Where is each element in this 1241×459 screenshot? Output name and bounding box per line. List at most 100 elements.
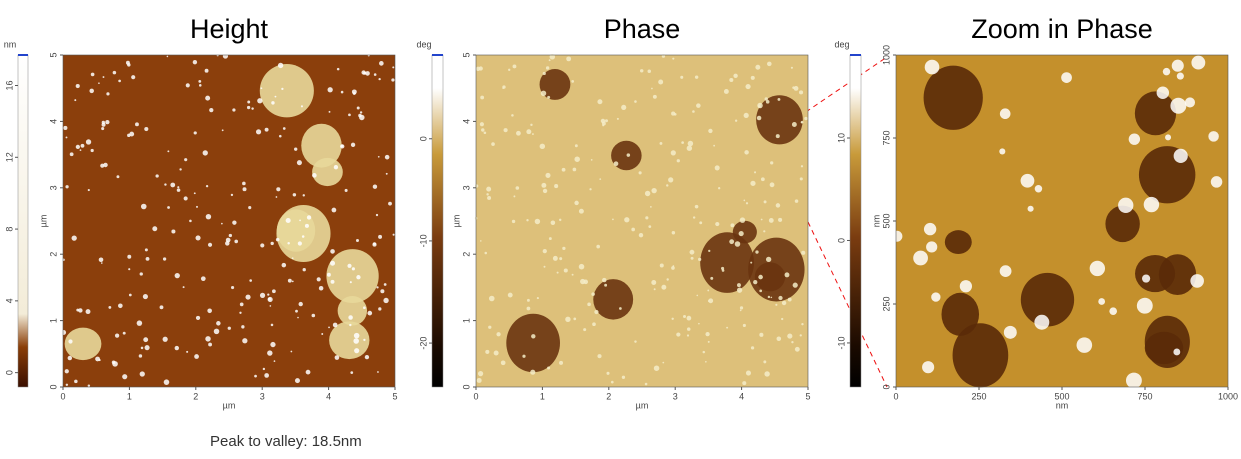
particle	[361, 70, 366, 75]
footnote: Peak to valley: 18.5nm	[210, 433, 362, 450]
particle	[645, 216, 649, 220]
particle	[692, 216, 696, 219]
particle	[138, 354, 143, 358]
particle	[383, 297, 389, 304]
particle	[80, 143, 85, 148]
particle	[271, 101, 275, 105]
particle	[571, 80, 575, 83]
particle	[392, 233, 395, 236]
particle	[127, 254, 132, 259]
particle	[743, 199, 746, 202]
particle	[515, 186, 520, 190]
particle	[729, 77, 734, 83]
domain-blob	[732, 220, 757, 244]
particle	[638, 232, 644, 238]
particle	[562, 246, 566, 250]
particle	[676, 159, 680, 163]
particle	[193, 192, 196, 195]
particle	[65, 185, 69, 189]
x-tick-label: 0	[893, 391, 898, 401]
particle	[143, 337, 149, 343]
particle	[794, 346, 800, 352]
particle	[653, 365, 660, 371]
particle	[891, 230, 903, 242]
particle	[556, 271, 559, 274]
particle	[959, 280, 972, 293]
particle	[530, 123, 533, 127]
colorbar-tick-label: 10	[836, 133, 846, 143]
particle	[68, 339, 73, 344]
particle	[516, 130, 521, 136]
image-frame	[475, 54, 809, 388]
particle	[599, 178, 602, 180]
domain-blob	[1158, 254, 1197, 296]
colorbar-tick-label: 8	[4, 227, 14, 232]
panel-title: Height	[190, 14, 269, 44]
particle	[85, 139, 92, 145]
particle	[275, 237, 280, 242]
particle	[207, 242, 213, 247]
particle	[547, 366, 551, 370]
particle	[159, 305, 164, 310]
particle	[666, 184, 669, 187]
particle	[1190, 274, 1204, 288]
particle	[108, 305, 112, 309]
particle	[177, 186, 180, 189]
particle	[101, 120, 106, 125]
particle	[276, 187, 281, 192]
domain-blob	[748, 237, 805, 302]
particle	[205, 213, 212, 220]
particle	[140, 346, 144, 350]
particle	[377, 155, 380, 158]
particle	[757, 105, 761, 108]
particle	[743, 112, 749, 119]
particle	[75, 144, 80, 149]
particle	[171, 229, 176, 234]
particle	[144, 345, 150, 351]
particle	[750, 75, 755, 80]
particle	[651, 187, 657, 194]
particle	[760, 177, 765, 182]
particle	[548, 59, 551, 62]
particle	[800, 165, 804, 168]
x-tick-label: 5	[805, 391, 810, 401]
particle	[639, 69, 644, 73]
particle	[594, 309, 599, 315]
particle	[213, 328, 220, 335]
particle	[296, 160, 302, 166]
particle	[270, 341, 276, 348]
particle	[680, 75, 684, 79]
particle	[259, 292, 266, 298]
particle	[652, 94, 657, 99]
particle	[496, 332, 501, 337]
particle	[708, 249, 711, 253]
particle	[334, 355, 340, 360]
particle	[923, 222, 937, 236]
particle	[781, 300, 787, 306]
y-tick-label: 5	[461, 52, 471, 57]
particle	[699, 221, 703, 225]
particle	[379, 61, 384, 66]
particle	[692, 110, 695, 113]
particle	[282, 127, 286, 130]
particle	[767, 61, 772, 67]
particle	[182, 286, 185, 289]
particle	[290, 350, 293, 353]
particle	[534, 218, 541, 225]
particle	[301, 235, 305, 238]
particle	[114, 333, 120, 338]
particle	[375, 213, 379, 217]
particle	[297, 316, 299, 319]
particle	[644, 190, 651, 197]
colorbar-tick-label: 0	[4, 370, 14, 375]
particle	[676, 332, 681, 337]
particle	[484, 251, 488, 255]
particle	[512, 64, 517, 69]
x-tick-label: 2	[193, 391, 198, 401]
particle	[139, 272, 143, 276]
particle	[378, 77, 381, 81]
particle	[316, 277, 321, 282]
domain-blob	[700, 232, 755, 293]
particle	[367, 310, 373, 316]
particle	[391, 78, 395, 82]
